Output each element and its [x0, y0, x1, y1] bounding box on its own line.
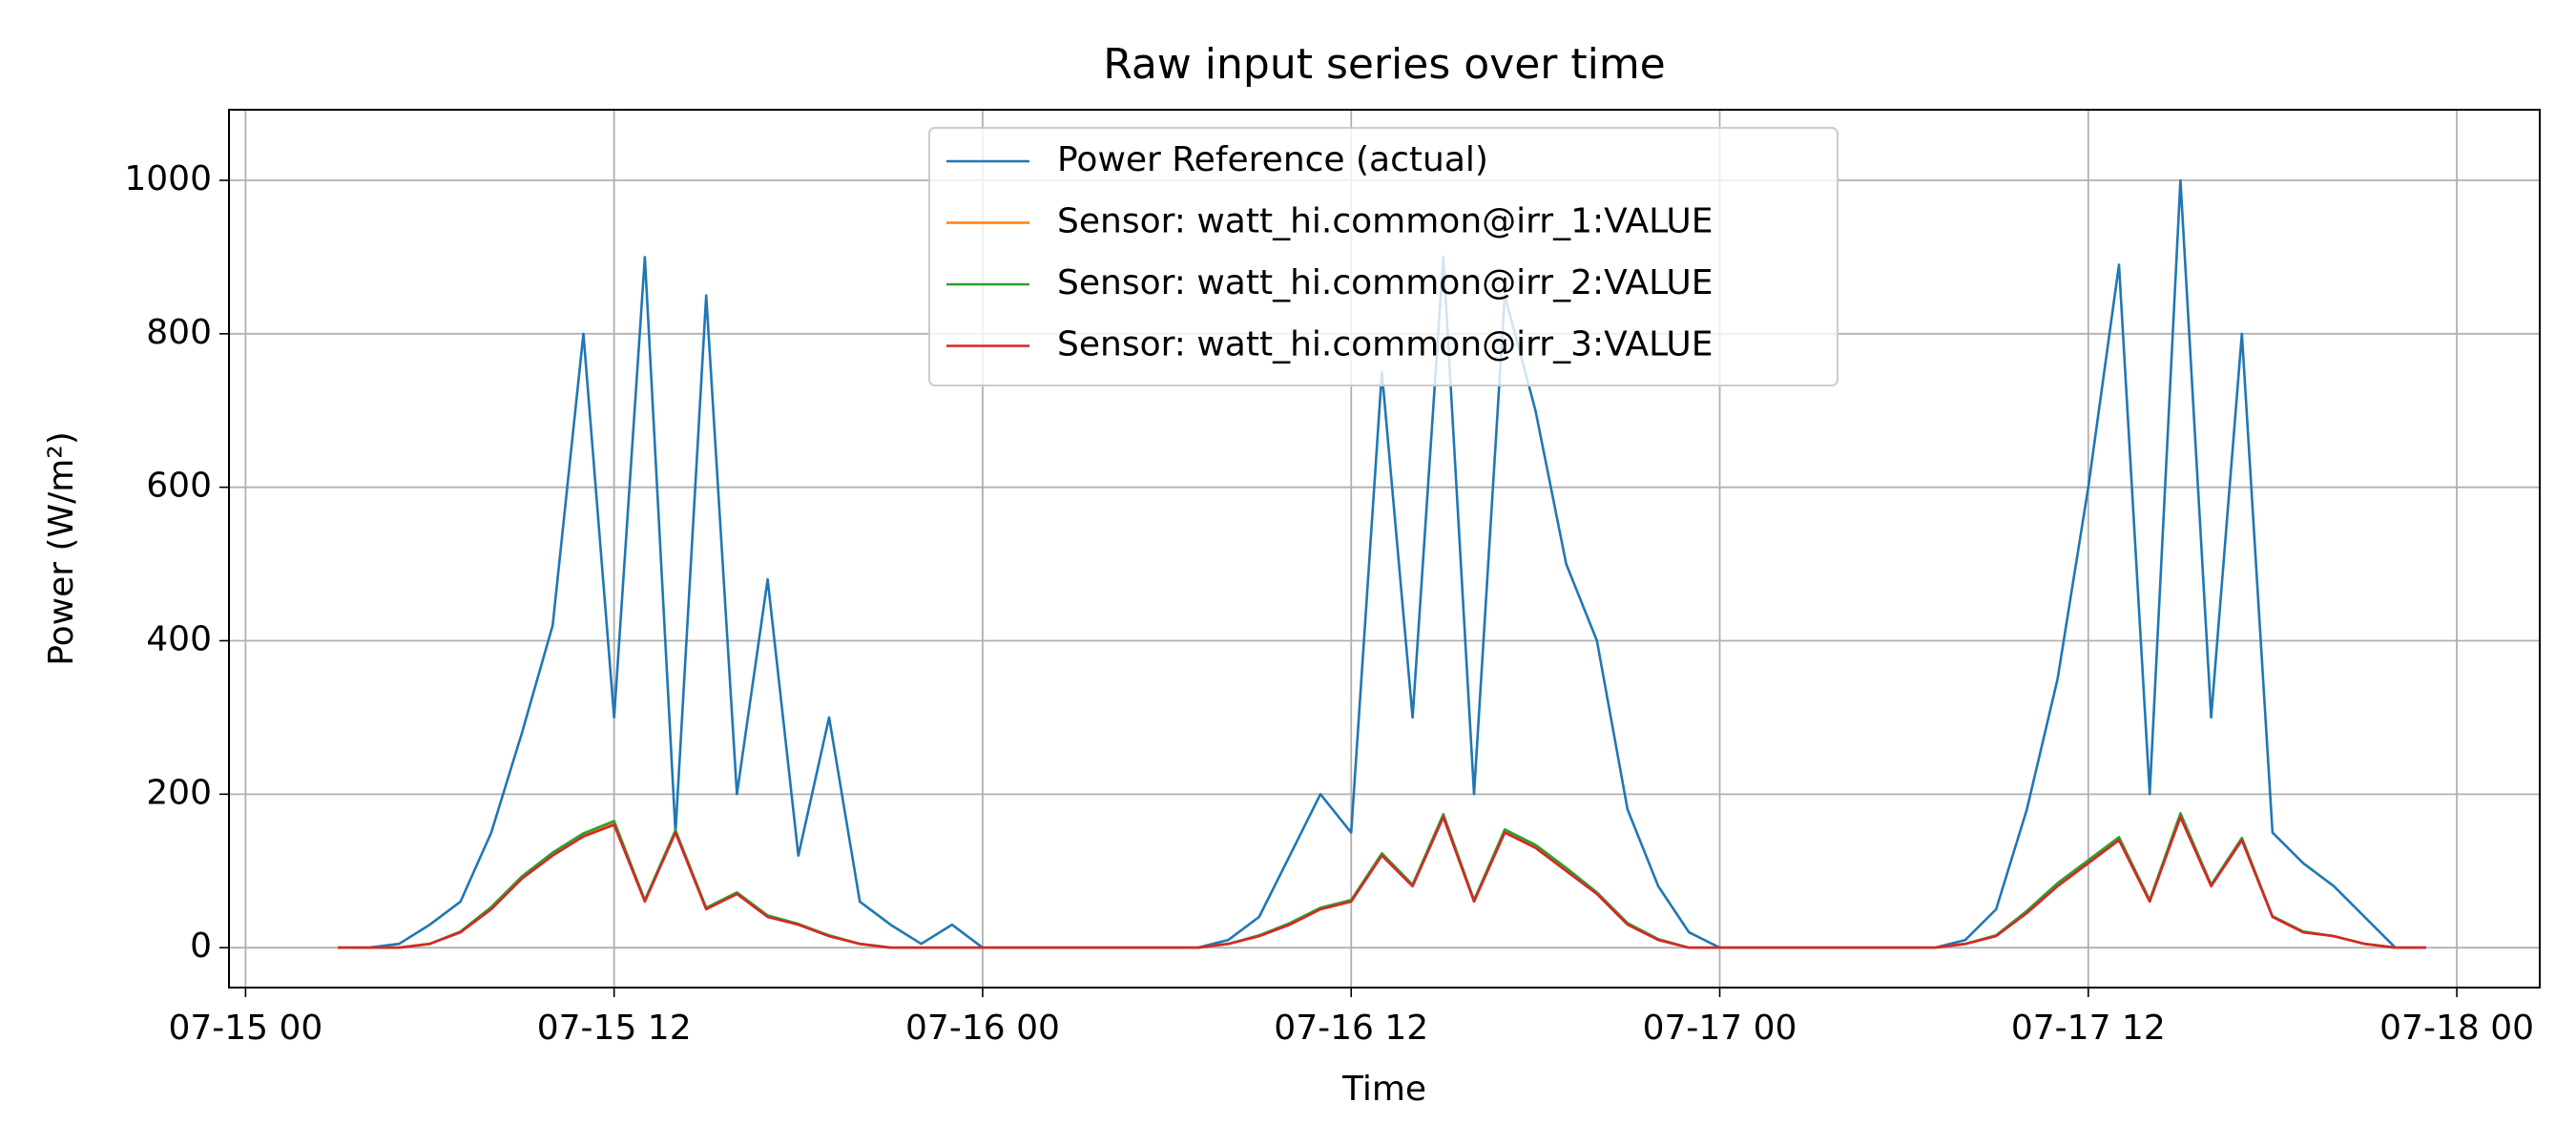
legend-box [928, 127, 1839, 386]
y-tick-label: 1000 [124, 159, 212, 198]
x-tick-label: 07-15 00 [168, 1009, 322, 1048]
x-tick-label: 07-16 00 [905, 1009, 1060, 1048]
x-tick-label: 07-15 12 [537, 1009, 692, 1048]
plot-frame [228, 109, 2541, 989]
x-tick-label: 07-18 00 [2379, 1009, 2534, 1048]
y-tick-label: 800 [146, 313, 212, 352]
y-tick-label: 400 [146, 620, 212, 659]
y-tick-label: 600 [146, 467, 212, 506]
series-line [338, 816, 2426, 949]
legend-label: Power Reference (actual) [1057, 140, 1488, 179]
x-axis-label: Time [1341, 1070, 1426, 1109]
legend-label: Sensor: watt_hi.common@irr_1:VALUE [1057, 202, 1713, 241]
y-axis-label: Power (W/m²) [42, 431, 81, 666]
legend-label: Sensor: watt_hi.common@irr_3:VALUE [1057, 325, 1713, 364]
x-tick-label: 07-16 12 [1274, 1009, 1428, 1048]
y-tick-label: 0 [190, 926, 212, 966]
x-tick-label: 07-17 12 [2011, 1009, 2166, 1048]
legend-label: Sensor: watt_hi.common@irr_2:VALUE [1057, 263, 1713, 302]
chart-title: Raw input series over time [1103, 40, 1666, 89]
x-tick-label: 07-17 00 [1643, 1009, 1797, 1048]
y-tick-label: 200 [146, 773, 212, 812]
